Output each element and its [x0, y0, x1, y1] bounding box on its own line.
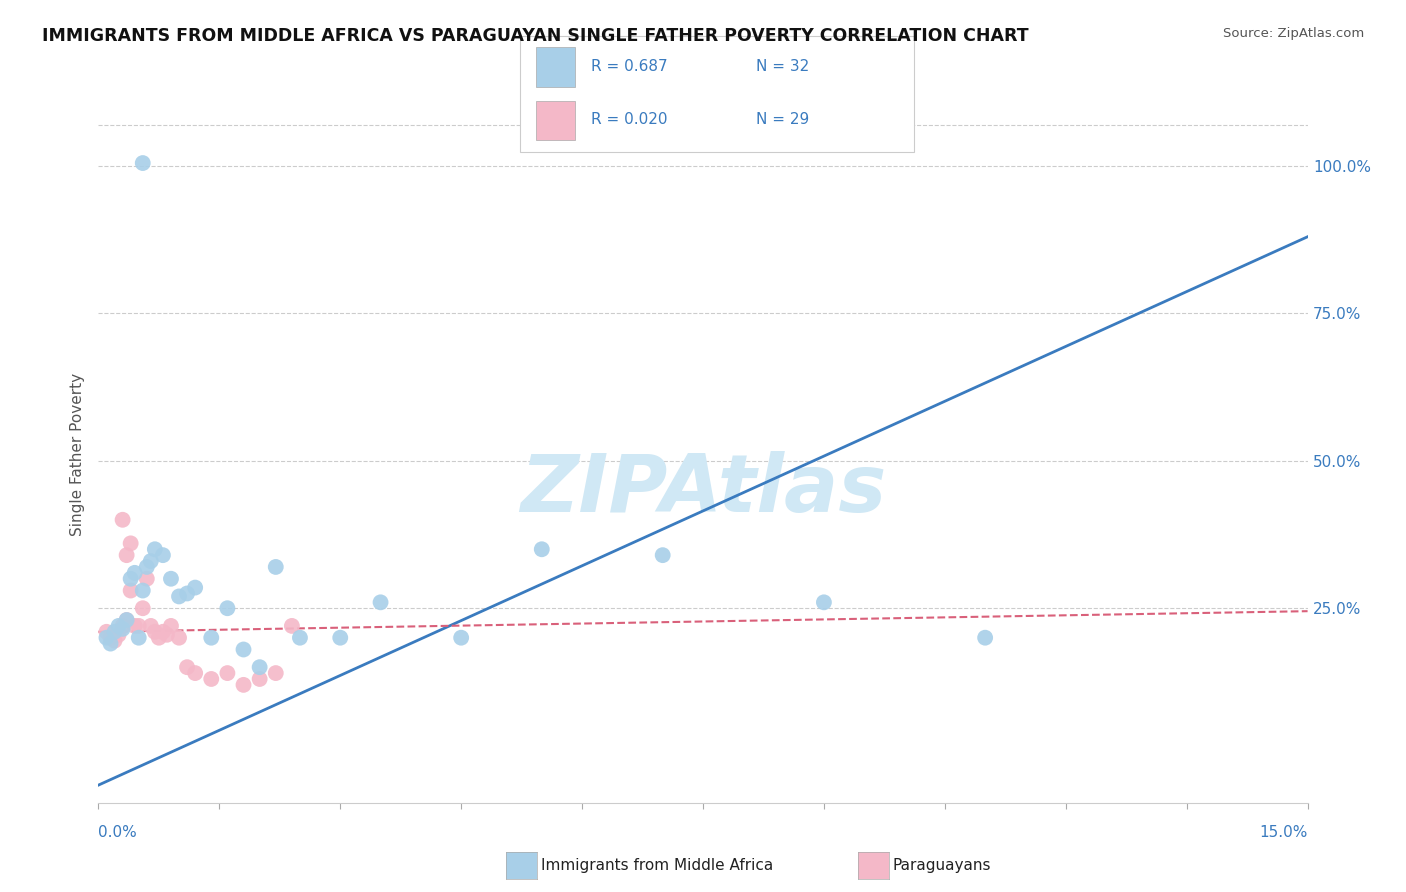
- Point: [96, 631, 118, 645]
- Text: R = 0.687: R = 0.687: [591, 60, 668, 75]
- Point: [132, 156, 155, 170]
- Point: [103, 624, 125, 639]
- Point: [115, 613, 138, 627]
- Text: IMMIGRANTS FROM MIDDLE AFRICA VS PARAGUAYAN SINGLE FATHER POVERTY CORRELATION CH: IMMIGRANTS FROM MIDDLE AFRICA VS PARAGUA…: [42, 27, 1029, 45]
- Text: N = 29: N = 29: [756, 112, 810, 127]
- Point: [152, 548, 174, 562]
- Text: 0.0%: 0.0%: [98, 825, 138, 840]
- Point: [139, 554, 162, 568]
- Point: [132, 583, 155, 598]
- Point: [103, 633, 125, 648]
- Point: [200, 631, 222, 645]
- Point: [184, 666, 207, 681]
- Point: [148, 631, 170, 645]
- Point: [264, 666, 287, 681]
- Text: R = 0.020: R = 0.020: [591, 112, 668, 127]
- Point: [111, 619, 134, 633]
- Point: [249, 672, 271, 686]
- Point: [139, 619, 162, 633]
- Point: [156, 628, 179, 642]
- Text: ZIPAtlas: ZIPAtlas: [520, 450, 886, 529]
- Point: [115, 613, 138, 627]
- Point: [111, 622, 134, 636]
- Point: [264, 560, 287, 574]
- Point: [143, 624, 166, 639]
- Point: [184, 581, 207, 595]
- Point: [128, 619, 150, 633]
- Point: [176, 586, 198, 600]
- Point: [288, 631, 311, 645]
- Text: 15.0%: 15.0%: [1260, 825, 1308, 840]
- Point: [217, 666, 239, 681]
- Point: [111, 513, 134, 527]
- Point: [200, 672, 222, 686]
- Point: [249, 660, 271, 674]
- Point: [128, 631, 150, 645]
- Point: [152, 624, 174, 639]
- Point: [217, 601, 239, 615]
- Point: [370, 595, 392, 609]
- Point: [167, 590, 190, 604]
- Point: [120, 583, 142, 598]
- FancyBboxPatch shape: [536, 47, 575, 87]
- FancyBboxPatch shape: [520, 36, 914, 152]
- Point: [135, 560, 157, 574]
- Point: [813, 595, 835, 609]
- Point: [450, 631, 472, 645]
- Point: [530, 542, 553, 557]
- Text: Paraguayans: Paraguayans: [893, 858, 991, 872]
- Point: [132, 601, 155, 615]
- Point: [96, 624, 118, 639]
- Point: [160, 572, 183, 586]
- Point: [232, 678, 254, 692]
- Point: [167, 631, 190, 645]
- Point: [232, 642, 254, 657]
- Point: [100, 637, 122, 651]
- Point: [160, 619, 183, 633]
- Text: Source: ZipAtlas.com: Source: ZipAtlas.com: [1223, 27, 1364, 40]
- Point: [135, 572, 157, 586]
- Point: [100, 631, 122, 645]
- Point: [120, 572, 142, 586]
- Text: N = 32: N = 32: [756, 60, 810, 75]
- Point: [176, 660, 198, 674]
- Point: [120, 536, 142, 550]
- Point: [107, 628, 129, 642]
- Point: [281, 619, 304, 633]
- Point: [974, 631, 997, 645]
- Point: [115, 548, 138, 562]
- Y-axis label: Single Father Poverty: Single Father Poverty: [70, 374, 86, 536]
- Point: [107, 619, 129, 633]
- Point: [143, 542, 166, 557]
- Point: [329, 631, 352, 645]
- Point: [124, 566, 146, 580]
- Text: Immigrants from Middle Africa: Immigrants from Middle Africa: [541, 858, 773, 872]
- Point: [651, 548, 673, 562]
- Point: [124, 619, 146, 633]
- FancyBboxPatch shape: [536, 101, 575, 140]
